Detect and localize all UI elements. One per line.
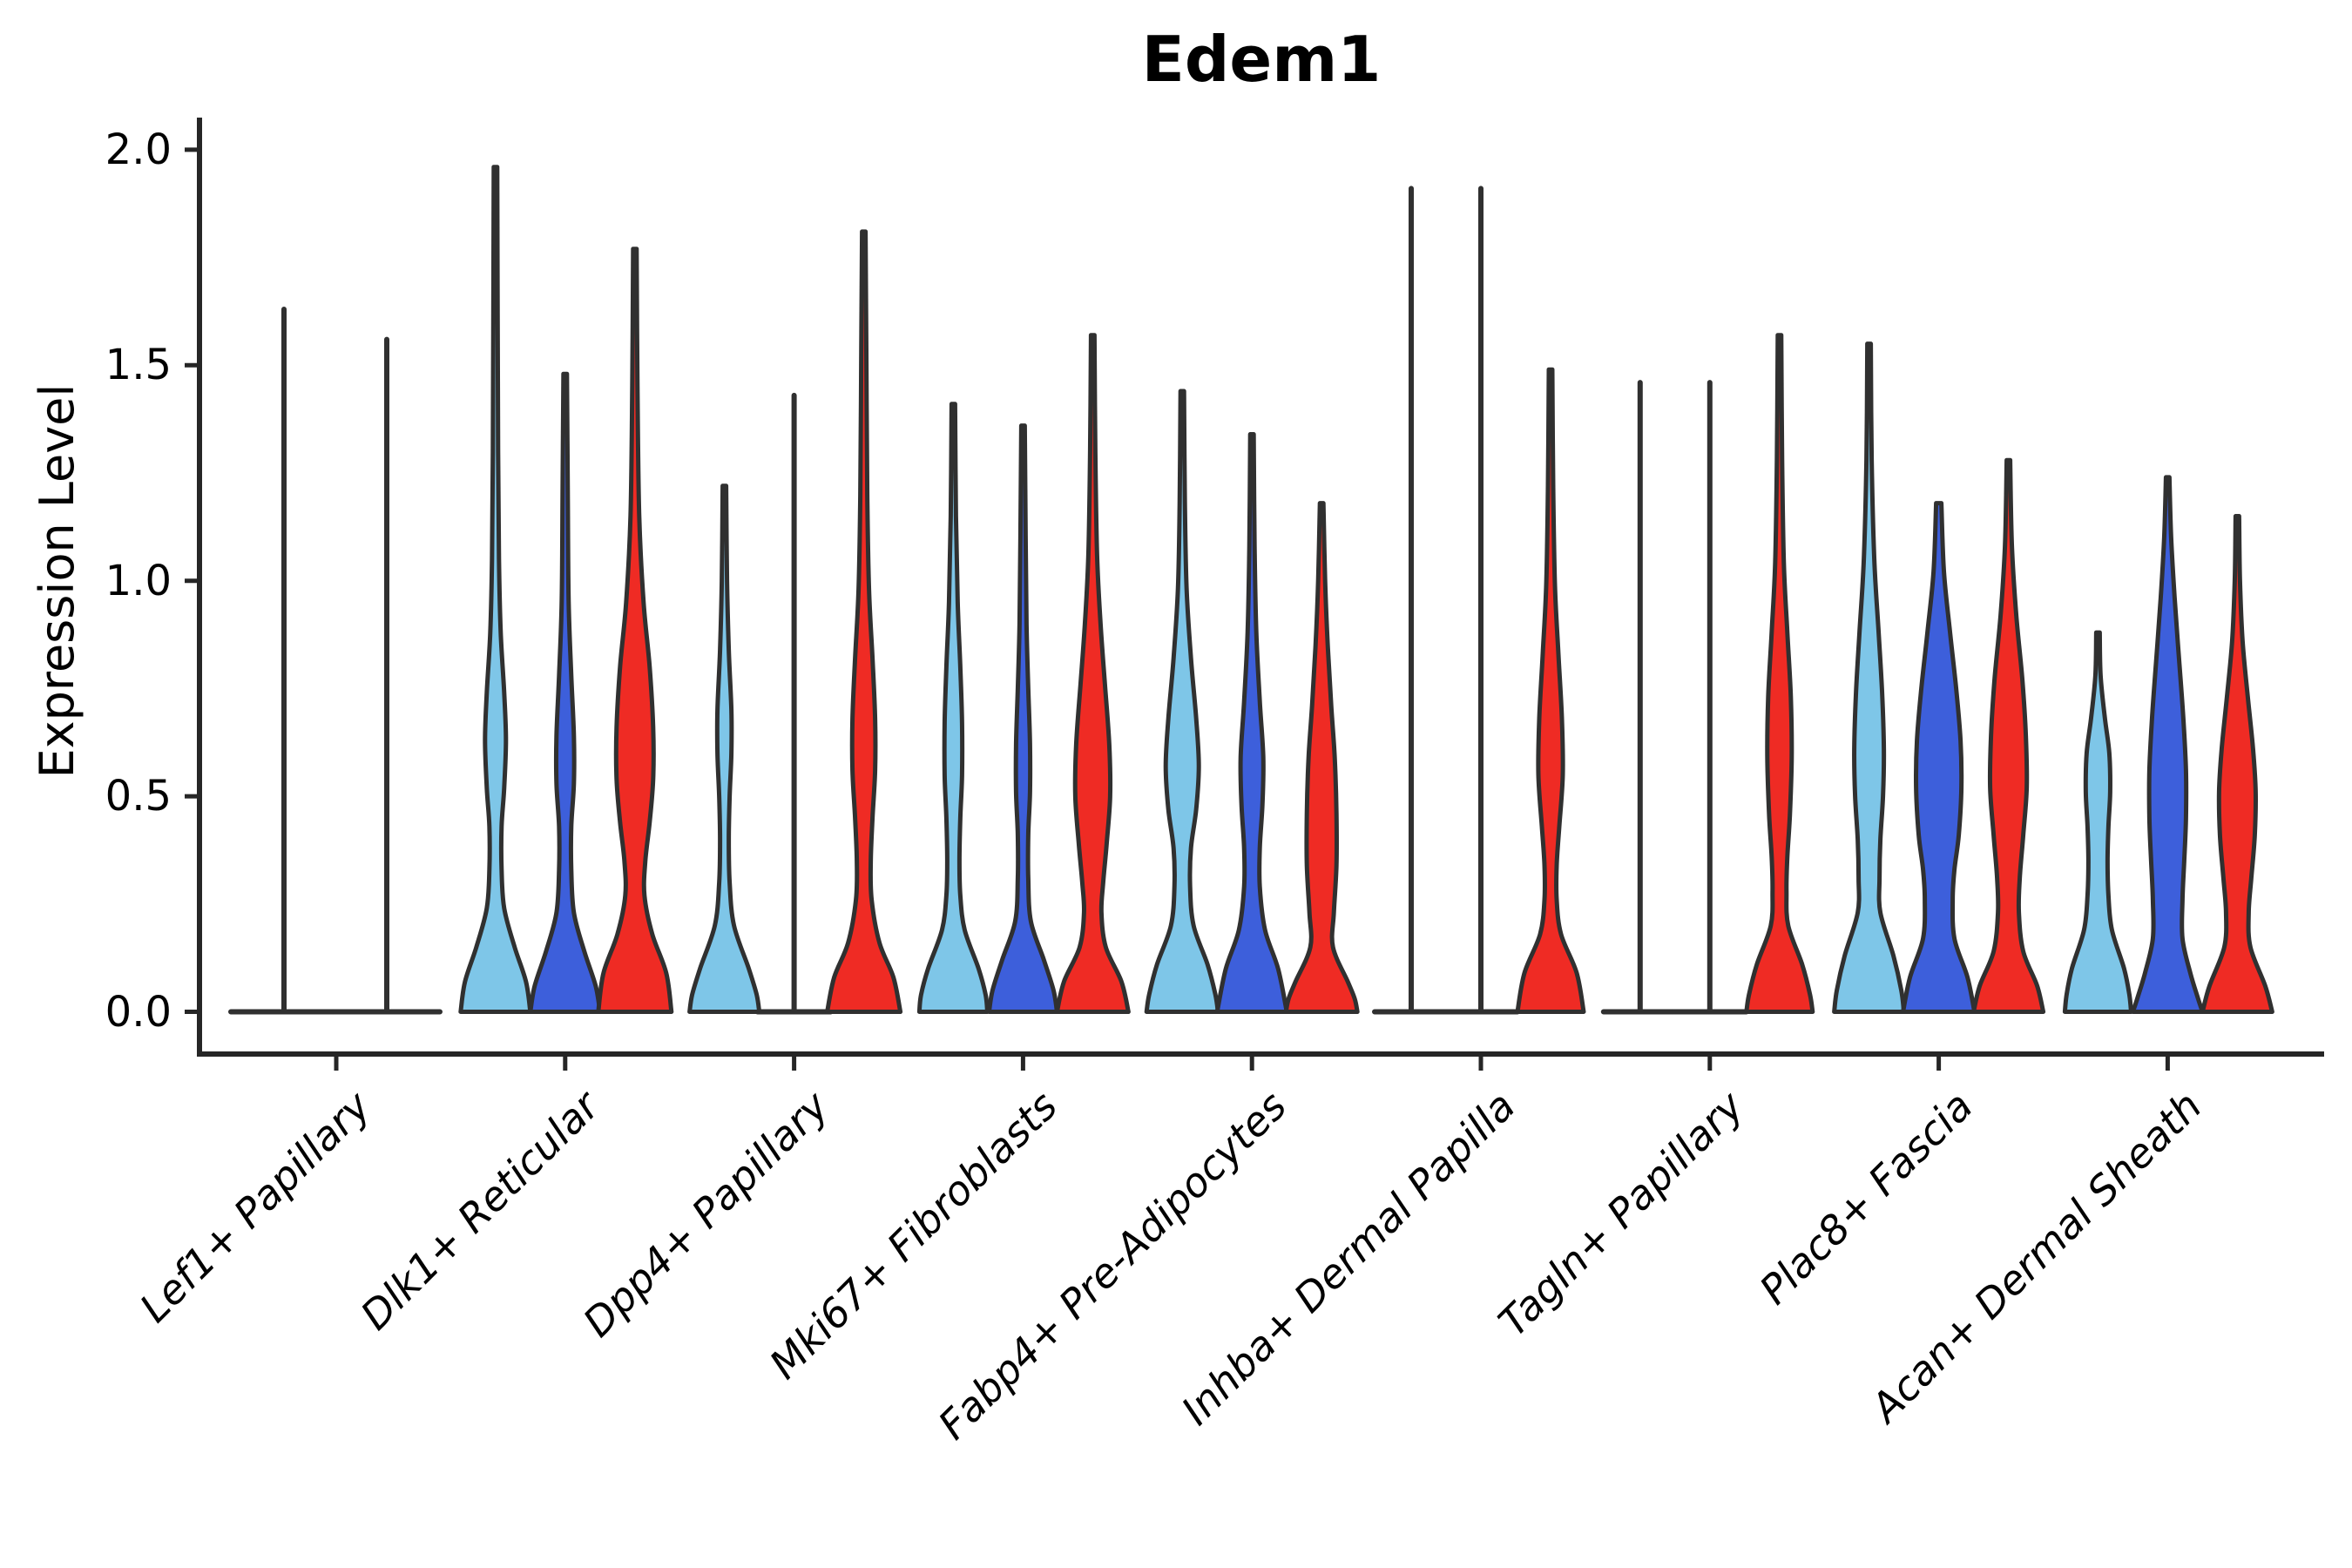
y-axis-label: Expression Level (30, 383, 84, 779)
violin-acan-dermal-sheath-royalblue (2130, 475, 2205, 1014)
y-tick-label-1.0: 1.0 (105, 556, 172, 605)
violin-acan-dermal-sheath-red (2200, 514, 2274, 1014)
violin-plac8-fascia-skyblue (1832, 341, 1907, 1014)
violin-dlk1-reticular-red (596, 247, 674, 1014)
violin-fabp4-pre-adipocytes-red (1283, 501, 1360, 1014)
violin-plac8-fascia-red (1971, 457, 2046, 1014)
violin-mki67-fibroblasts-red (1054, 333, 1131, 1014)
violin-plac8-fascia-royalblue (1901, 501, 1977, 1014)
axis-spines (197, 118, 2324, 1057)
violin-tagln-papillary-skyblue-flat (1600, 380, 1680, 1015)
y-tick-label-1.5: 1.5 (105, 341, 172, 390)
violin-inhba-dermal-papilla-red (1515, 367, 1586, 1014)
violin-lef1-papillary-royalblue-flat (331, 336, 443, 1015)
violin-acan-dermal-sheath-skyblue (2062, 630, 2133, 1014)
violin-fabp4-pre-adipocytes-skyblue (1144, 389, 1220, 1014)
violin-tagln-papillary-red (1744, 333, 1815, 1014)
violin-inhba-dermal-papilla-skyblue-flat (1372, 186, 1450, 1015)
violin-fabp4-pre-adipocytes-royalblue (1214, 432, 1289, 1014)
chart-title: Edem1 (1141, 23, 1382, 96)
y-tick-label-2.0: 2.0 (105, 125, 172, 174)
y-tick-label-0.5: 0.5 (105, 772, 172, 821)
violin-lef1-papillary-skyblue-flat (228, 307, 340, 1015)
violin-dpp4-papillary-royalblue-flat (754, 392, 834, 1015)
violin-dlk1-reticular-royalblue (528, 371, 603, 1014)
violin-dpp4-papillary-red (825, 229, 903, 1014)
y-tick-label-0.0: 0.0 (105, 987, 172, 1037)
violin-dlk1-reticular-skyblue (458, 165, 533, 1014)
violin-inhba-dermal-papilla-royalblue-flat (1442, 186, 1520, 1015)
violin-mki67-fibroblasts-skyblue (916, 402, 990, 1014)
violin-tagln-papillary-royalblue-flat (1670, 380, 1749, 1015)
violin-dpp4-papillary-skyblue (687, 483, 762, 1014)
violin-mki67-fibroblasts-royalblue (986, 423, 1059, 1014)
